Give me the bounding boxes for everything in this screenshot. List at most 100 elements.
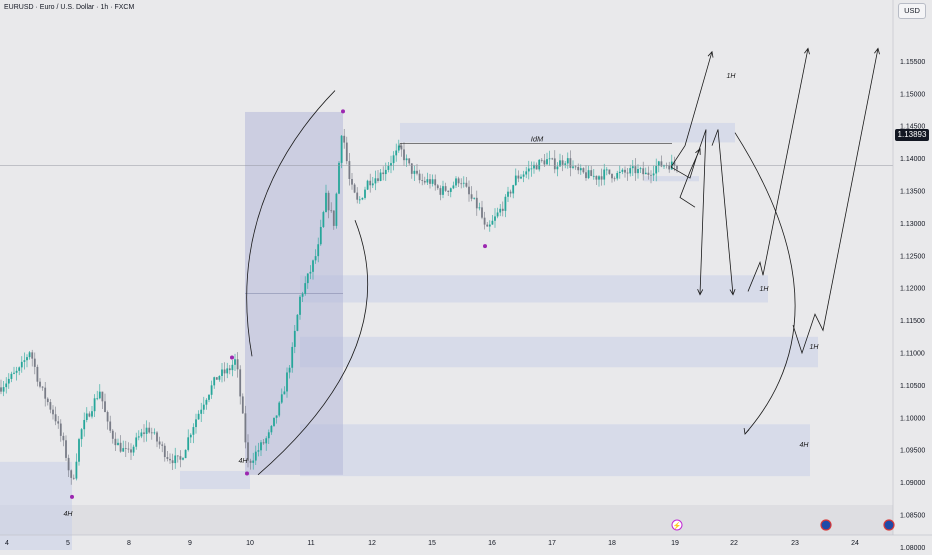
candle-body <box>637 168 639 174</box>
candle-body <box>299 296 301 315</box>
candle-body <box>5 383 8 388</box>
price-tick-label: 1.10000 <box>900 415 925 422</box>
candle-body <box>520 176 522 179</box>
candle-body <box>416 170 418 174</box>
candle-body <box>431 179 434 184</box>
candle-body <box>423 180 426 183</box>
candle-body <box>429 179 431 184</box>
candle-body <box>517 175 520 179</box>
pivot-point-0 <box>70 494 74 499</box>
candle-body <box>288 367 291 373</box>
projection-path-4 <box>747 48 809 292</box>
candle-body <box>535 164 538 170</box>
time-tick-label: 10 <box>246 540 254 547</box>
candle-body <box>457 178 460 184</box>
candle-body <box>122 448 125 452</box>
candle-body <box>275 415 278 418</box>
candle-body <box>470 194 473 199</box>
candle-body <box>527 168 530 172</box>
last-price-tag: 1.13893 <box>895 129 929 141</box>
event-lightning-icon <box>671 519 683 531</box>
candle-body <box>330 210 333 212</box>
candle-body <box>187 437 190 450</box>
candle-body <box>488 224 491 227</box>
candle-body <box>13 372 15 374</box>
candle-body <box>676 165 678 170</box>
candle-body <box>265 438 268 444</box>
candle-body <box>231 364 234 371</box>
candle-body <box>234 359 236 365</box>
pivot-point-1 <box>230 355 234 360</box>
time-tick-label: 16 <box>488 540 496 547</box>
candle-body <box>33 358 36 367</box>
candle-body <box>327 192 330 211</box>
candle-body <box>449 188 452 192</box>
candle-body <box>462 182 465 184</box>
candle-body <box>262 442 265 444</box>
annotation-labels: IdM 1H 1H 1H 4H 4H 4H <box>64 73 820 518</box>
candle-body <box>356 192 359 200</box>
candle-body <box>371 183 374 186</box>
candle-body <box>533 164 535 169</box>
zone-3 <box>300 336 818 368</box>
candle-body <box>657 161 660 166</box>
candle-body <box>132 446 135 453</box>
candle-body <box>226 368 229 374</box>
time-tick-label: 24 <box>851 540 859 547</box>
candle-body <box>377 178 379 181</box>
candle-body <box>54 414 57 422</box>
currency-selector[interactable]: USD <box>898 3 926 19</box>
zone-5 <box>0 461 72 555</box>
candle-body <box>257 450 260 452</box>
bottom-strip <box>0 505 893 535</box>
candle-body <box>192 427 195 435</box>
candle-body <box>673 161 676 166</box>
candle-body <box>88 413 91 417</box>
candle-body <box>421 180 424 181</box>
price-tick-label: 1.12500 <box>900 253 925 260</box>
projection-arrow-3 <box>729 288 736 296</box>
candle-body <box>436 185 439 189</box>
candle-body <box>590 170 593 177</box>
candle-body <box>605 169 608 171</box>
candle-body <box>587 170 590 179</box>
candle-body <box>647 172 650 175</box>
candle-body <box>158 441 161 445</box>
candle-body <box>148 427 151 433</box>
candle-body <box>114 438 117 446</box>
candle-body <box>340 135 343 163</box>
candle-body <box>249 460 252 463</box>
candle-body <box>410 163 413 174</box>
candle-body <box>244 413 247 443</box>
arc-left <box>246 90 336 357</box>
candle-body <box>382 172 385 175</box>
candle-body <box>202 404 205 410</box>
time-tick-label: 15 <box>428 540 436 547</box>
candle-body <box>663 165 665 167</box>
candle-body <box>93 398 96 412</box>
candle-body <box>478 207 481 209</box>
symbol-title: EURUSD · Euro / U.S. Dollar · 1h · FXCM <box>4 4 135 11</box>
candle-body <box>364 189 366 198</box>
candle-body <box>67 457 70 471</box>
time-tick-label: 19 <box>671 540 679 547</box>
candle-body <box>26 357 28 361</box>
candle-body <box>483 217 486 225</box>
zone-label-1h-mid: 1H <box>760 286 770 293</box>
candle-body <box>286 372 288 392</box>
candle-body <box>668 165 671 170</box>
candle-body <box>660 161 663 167</box>
candle-body <box>270 425 273 433</box>
candle-body <box>353 184 356 193</box>
price-tick-label: 1.13000 <box>900 221 925 228</box>
candle-body <box>509 191 512 194</box>
candle-body <box>624 169 626 173</box>
candle-body <box>119 442 122 452</box>
candle-body <box>579 168 582 171</box>
projection-path-5 <box>792 48 879 355</box>
candle-body <box>260 442 262 451</box>
candle-body <box>616 172 619 179</box>
candle-body <box>374 178 377 184</box>
